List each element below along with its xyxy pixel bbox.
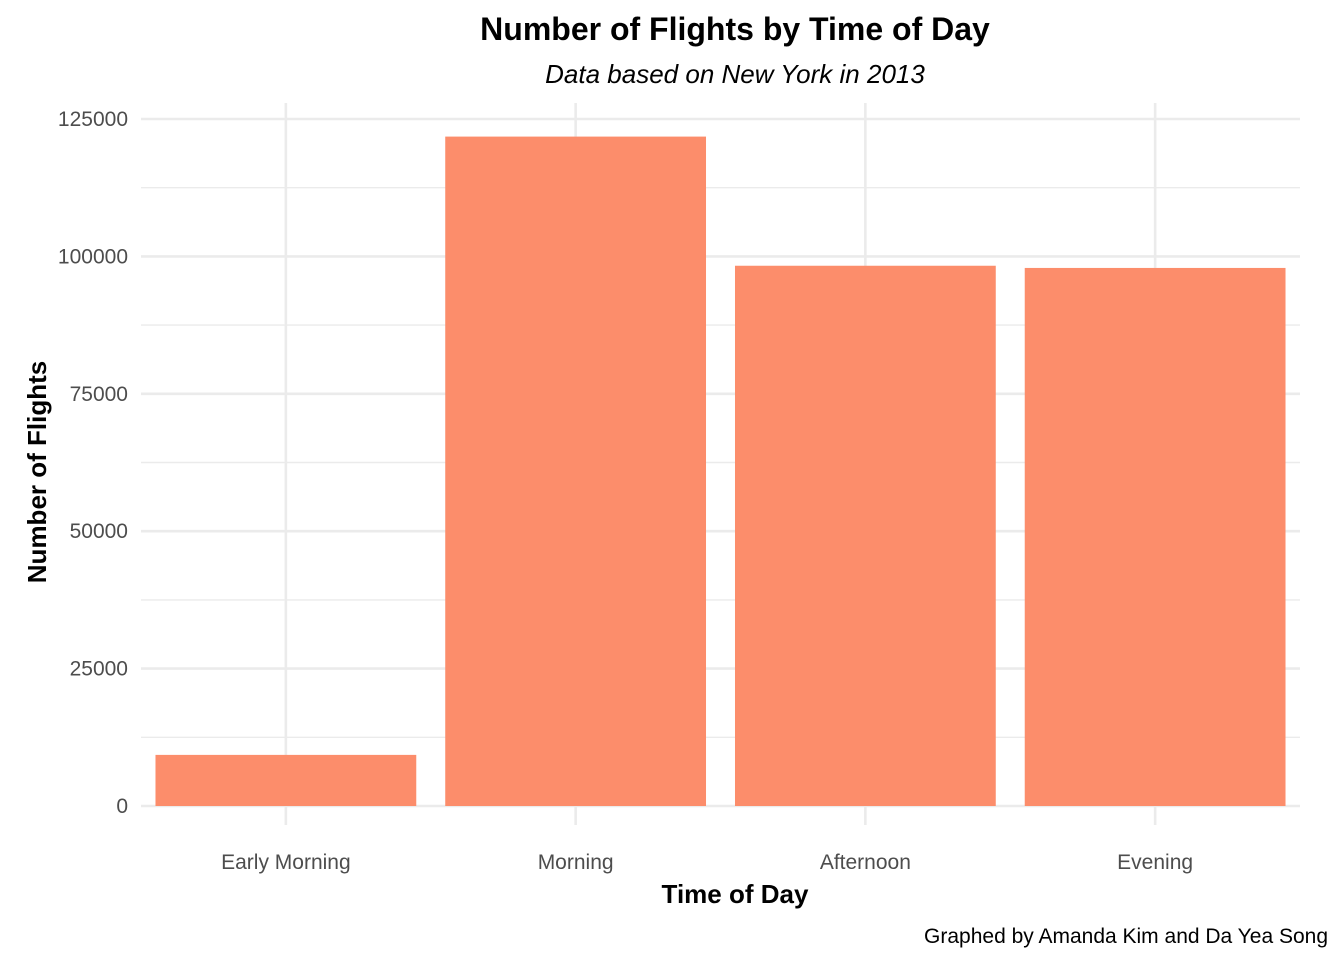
bar bbox=[1024, 267, 1286, 806]
y-tick-label: 25000 bbox=[70, 658, 128, 681]
bars bbox=[155, 136, 1286, 807]
chart-caption: Graphed by Amanda Kim and Da Yea Song bbox=[924, 925, 1328, 948]
bar bbox=[734, 265, 996, 807]
x-tick-label: Early Morning bbox=[221, 851, 351, 874]
chart-title: Number of Flights by Time of Day bbox=[480, 11, 990, 47]
y-tick-label: 125000 bbox=[58, 108, 128, 131]
y-axis-title: Number of Flights bbox=[22, 361, 52, 583]
bar bbox=[155, 754, 417, 806]
y-tick-label: 75000 bbox=[70, 383, 128, 406]
bar bbox=[445, 136, 707, 806]
y-axis-ticks: 0 25000 50000 75000 100000 125000 bbox=[58, 108, 128, 818]
chart-subtitle: Data based on New York in 2013 bbox=[545, 59, 925, 89]
y-tick-label: 50000 bbox=[70, 520, 128, 543]
x-tick-label: Afternoon bbox=[820, 851, 911, 874]
x-axis-title: Time of Day bbox=[662, 879, 809, 909]
y-tick-label: 0 bbox=[116, 795, 128, 818]
x-tick-label: Evening bbox=[1117, 851, 1193, 874]
y-tick-label: 100000 bbox=[58, 245, 128, 268]
x-axis-ticks: Early Morning Morning Afternoon Evening bbox=[221, 851, 1193, 874]
x-tick-label: Morning bbox=[538, 851, 614, 874]
